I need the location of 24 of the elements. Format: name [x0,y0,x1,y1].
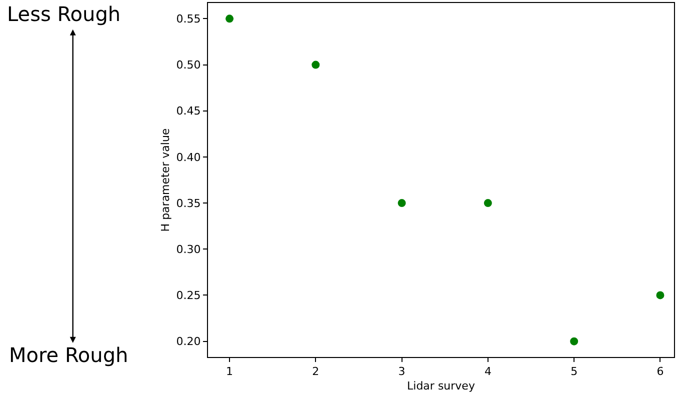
x-tick-label: 5 [570,365,578,378]
point [484,199,492,208]
x-tick-label: 4 [484,365,492,378]
text: More Rough [9,343,128,367]
x-axis-title: Lidar survey [407,379,476,392]
x-tick-label: 3 [398,365,406,378]
y-tick-label: 0.25 [176,289,201,302]
y-tick-label: 0.30 [176,242,201,256]
y-tick-label: 0.20 [176,335,201,348]
point [226,14,234,23]
x-tick-label: 2 [312,365,320,378]
y-axis-title: H parameter value [158,128,172,232]
y-tick-label: 0.45 [176,104,201,118]
point [570,337,578,346]
y-tick-label: 0.50 [176,58,201,72]
y-tick-label: 0.35 [176,196,201,210]
point [312,60,320,69]
text: Less Rough [7,2,121,26]
point [656,291,664,300]
point [398,199,406,208]
y-tick-label: 0.40 [176,150,201,164]
y-tick-label: 0.55 [176,12,201,26]
x-tick-label: 1 [226,365,234,378]
x-tick-label: 6 [656,365,664,378]
